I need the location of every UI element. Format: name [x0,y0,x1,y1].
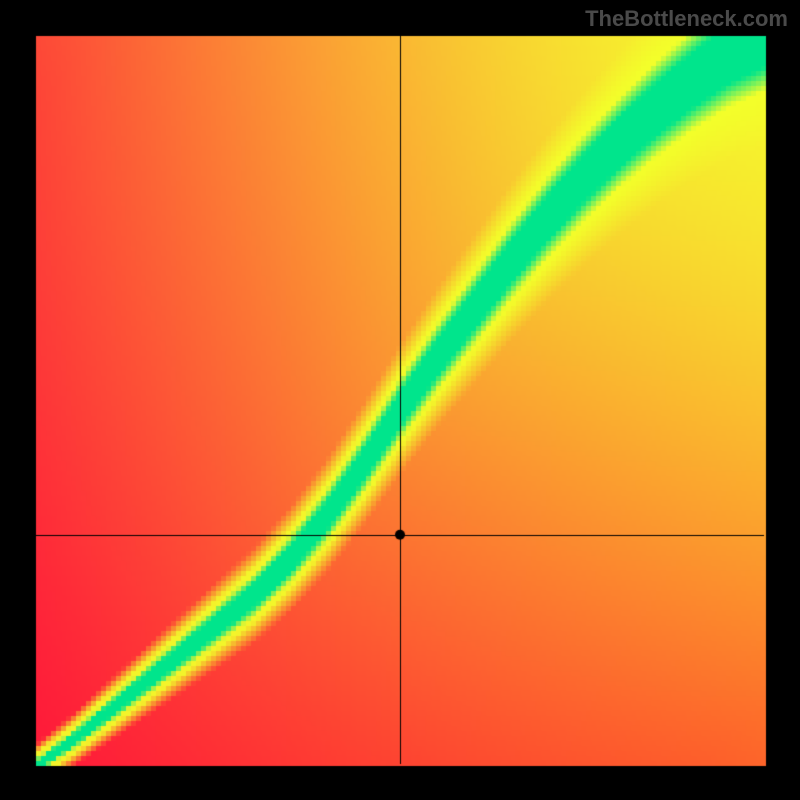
bottleneck-heatmap [0,0,800,800]
watermark-text: TheBottleneck.com [585,6,788,32]
chart-container: TheBottleneck.com [0,0,800,800]
